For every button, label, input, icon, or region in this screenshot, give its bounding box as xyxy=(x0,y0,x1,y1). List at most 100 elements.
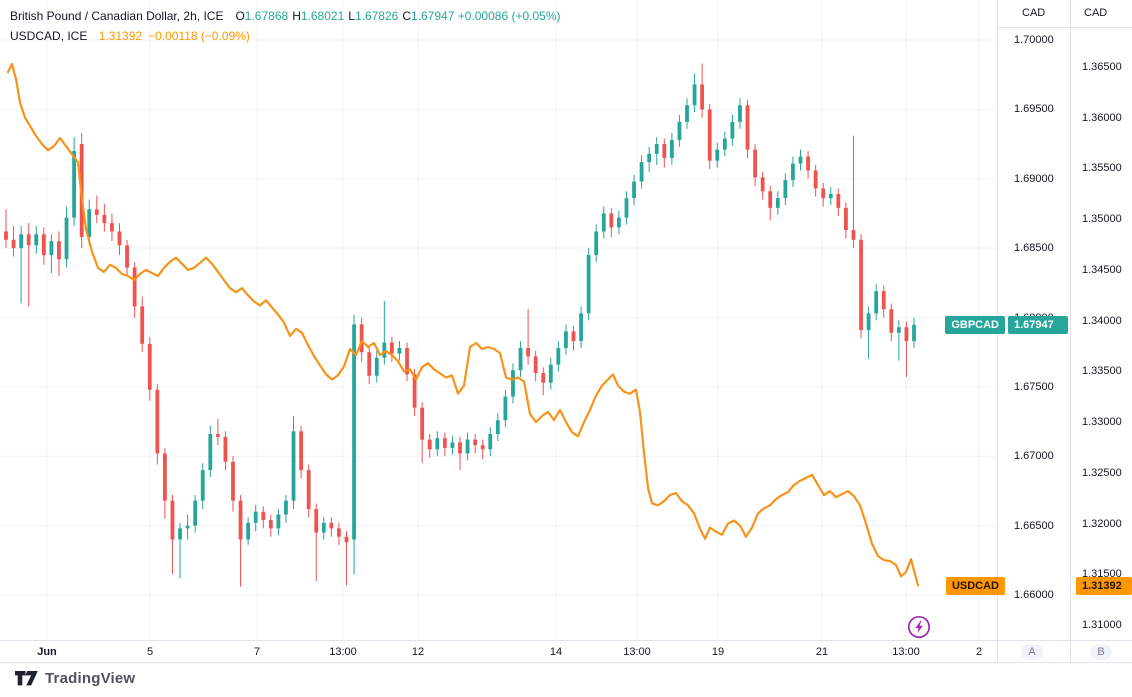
candle-body xyxy=(601,213,606,232)
candle-body xyxy=(556,348,561,365)
usdcad-change-value: −0.00118 (−0.09%) xyxy=(148,29,250,43)
time-axis-bottom-border xyxy=(0,662,1132,663)
candle-body xyxy=(337,528,341,537)
candle-body xyxy=(41,234,46,256)
candle-body xyxy=(163,453,167,501)
candle-body xyxy=(299,431,304,471)
candle-body xyxy=(473,439,478,446)
candle-body xyxy=(102,214,107,224)
candle-body xyxy=(639,162,644,182)
gbpcad-tick: 1.66500 xyxy=(1014,519,1054,532)
tradingview-logo[interactable]: TradingView xyxy=(14,669,135,688)
candle-body xyxy=(579,313,583,342)
open-value: 1.67868 xyxy=(244,9,289,23)
candle-body xyxy=(140,306,145,344)
candle-body xyxy=(26,234,31,246)
candle-body xyxy=(624,198,629,218)
candle-body xyxy=(450,442,455,448)
candle-body xyxy=(844,207,848,231)
gbpcad-tick: 1.68500 xyxy=(1014,242,1054,255)
series-title-usdcad: USDCAD, ICE xyxy=(10,29,88,43)
candle-body xyxy=(359,324,364,353)
candle-body xyxy=(480,445,485,450)
series-legend-usdcad[interactable]: USDCAD, ICE 1.31392 −0.00118 (−0.09%) xyxy=(10,28,560,45)
usdcad-tick: 1.36000 xyxy=(1082,111,1122,124)
usdcad-last-value: 1.31392 xyxy=(98,29,143,43)
candle-body xyxy=(828,194,833,199)
candle-body xyxy=(821,188,826,199)
candle-body xyxy=(405,348,409,375)
gbpcad-tick: 1.67500 xyxy=(1014,380,1054,393)
axis-a-button[interactable]: A xyxy=(1021,644,1043,660)
candle-body xyxy=(912,324,916,342)
high-value: 1.68021 xyxy=(300,9,345,23)
series-legend-gbpcad[interactable]: British Pound / Canadian Dollar, 2h, ICE… xyxy=(10,8,560,25)
gbpcad-tick: 1.69000 xyxy=(1014,172,1054,185)
candle-body xyxy=(768,191,773,208)
low-label: L xyxy=(348,9,355,23)
candle-body xyxy=(783,180,788,199)
candle-body xyxy=(352,324,356,540)
gbpcad-tick: 1.67000 xyxy=(1014,450,1054,463)
candle-body xyxy=(193,500,198,526)
gbpcad-price-badge[interactable]: 1.67947 xyxy=(1008,316,1068,334)
candle-body xyxy=(526,348,531,357)
candle-body xyxy=(178,528,182,540)
candle-body xyxy=(700,84,705,110)
candle-body xyxy=(722,138,727,150)
candle-body xyxy=(329,522,334,529)
usdcad-tick: 1.33500 xyxy=(1082,365,1122,378)
gbpcad-tick: 1.66000 xyxy=(1014,589,1054,601)
close-label: C xyxy=(402,9,411,23)
candle-body xyxy=(571,331,576,342)
legend: British Pound / Canadian Dollar, 2h, ICE… xyxy=(10,8,560,48)
candle-body xyxy=(851,230,856,240)
candle-body xyxy=(632,181,636,199)
candle-body xyxy=(306,470,311,509)
candle-body xyxy=(374,357,379,376)
candle-body xyxy=(609,213,614,228)
candle-body xyxy=(231,461,235,501)
candle-body xyxy=(775,198,780,208)
series-title-gbpcad: British Pound / Canadian Dollar, 2h, ICE xyxy=(10,9,224,23)
candle-body xyxy=(94,209,99,215)
gbpcad-series-badge[interactable]: GBPCAD xyxy=(945,316,1005,334)
time-tick: 14 xyxy=(549,646,563,658)
usdcad-tick: 1.34500 xyxy=(1082,263,1122,276)
candle-body xyxy=(155,389,160,454)
usdcad-tick: 1.31000 xyxy=(1082,619,1122,631)
candle-body xyxy=(261,511,266,521)
time-tick: 7 xyxy=(253,646,261,658)
axis-b-button[interactable]: B xyxy=(1090,644,1112,660)
candle-body xyxy=(442,438,447,448)
candle-body xyxy=(791,163,795,181)
candle-body xyxy=(427,439,432,450)
candle-body xyxy=(321,522,326,533)
time-axis-top-border xyxy=(0,640,1132,641)
candle-body xyxy=(72,151,77,218)
candle-body xyxy=(760,177,765,192)
candle-body xyxy=(541,373,546,383)
candle-body xyxy=(730,121,735,139)
candle-body xyxy=(19,234,24,249)
candle-body xyxy=(738,105,742,122)
candle-body xyxy=(511,370,515,397)
candle-body xyxy=(200,470,205,501)
candle-body xyxy=(594,231,599,256)
candle-body xyxy=(397,348,402,354)
tradingview-logo-text: TradingView xyxy=(45,670,136,687)
usdcad-price-badge[interactable]: 1.31392 xyxy=(1076,577,1132,595)
candle-body xyxy=(692,84,697,106)
candle-body xyxy=(533,356,538,373)
candle-body xyxy=(881,291,886,310)
usdcad-series-badge[interactable]: USDCAD xyxy=(945,577,1005,595)
candle-body xyxy=(49,241,54,256)
lightning-icon[interactable] xyxy=(906,614,932,640)
tradingview-logo-icon xyxy=(15,671,38,686)
candle-body xyxy=(617,217,621,228)
candle-body xyxy=(64,217,69,260)
candle-body xyxy=(11,239,16,249)
candle-body xyxy=(132,267,137,307)
candle-body xyxy=(465,439,470,454)
